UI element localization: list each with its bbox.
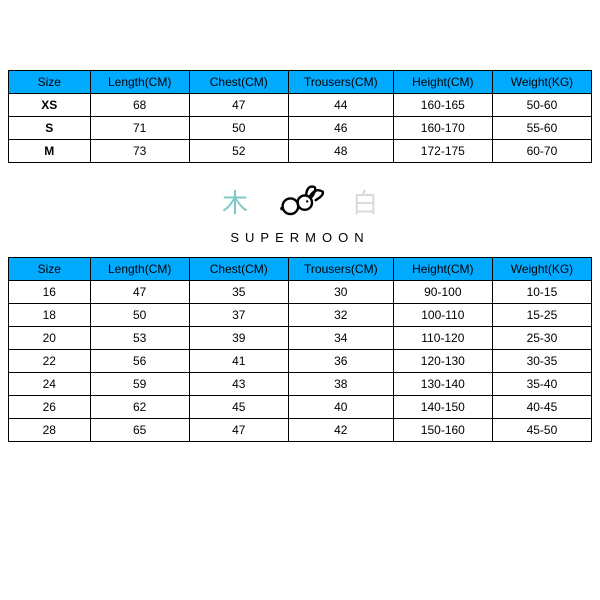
table-cell: 45-50 <box>492 419 591 442</box>
table-cell: 140-150 <box>393 396 492 419</box>
table-cell: 60-70 <box>492 140 591 163</box>
size-chart-page: Size Length(CM) Chest(CM) Trousers(CM) H… <box>0 0 600 600</box>
table-cell: 34 <box>288 327 393 350</box>
col-header: Chest(CM) <box>189 71 288 94</box>
table-row: 22564136120-13030-35 <box>9 350 592 373</box>
col-header: Weight(KG) <box>492 71 591 94</box>
table-cell: 42 <box>288 419 393 442</box>
table-cell: 22 <box>9 350 91 373</box>
table-row: S715046160-17055-60 <box>9 117 592 140</box>
col-header: Trousers(CM) <box>288 258 393 281</box>
table-cell: 90-100 <box>393 281 492 304</box>
col-header: Size <box>9 258 91 281</box>
kids-size-table: Size Length(CM) Chest(CM) Trousers(CM) H… <box>8 257 592 442</box>
table-cell: 45 <box>189 396 288 419</box>
table-cell: 110-120 <box>393 327 492 350</box>
table-header-row: Size Length(CM) Chest(CM) Trousers(CM) H… <box>9 258 592 281</box>
table-row: 20533934110-12025-30 <box>9 327 592 350</box>
table-cell: 15-25 <box>492 304 591 327</box>
table-cell: 38 <box>288 373 393 396</box>
table-row: 28654742150-16045-50 <box>9 419 592 442</box>
table-cell: 44 <box>288 94 393 117</box>
table-cell: 68 <box>90 94 189 117</box>
table-cell: 41 <box>189 350 288 373</box>
col-header: Height(CM) <box>393 71 492 94</box>
table-cell: 172-175 <box>393 140 492 163</box>
col-header: Height(CM) <box>393 258 492 281</box>
col-header: Chest(CM) <box>189 258 288 281</box>
table-cell: S <box>9 117 91 140</box>
table-cell: 40 <box>288 396 393 419</box>
table-cell: 46 <box>288 117 393 140</box>
adult-table-body: XS684744160-16550-60S715046160-17055-60M… <box>9 94 592 163</box>
table-row: 1647353090-10010-15 <box>9 281 592 304</box>
kids-table-body: 1647353090-10010-1518503732100-11015-252… <box>9 281 592 442</box>
table-cell: 52 <box>189 140 288 163</box>
table-cell: 26 <box>9 396 91 419</box>
col-header: Trousers(CM) <box>288 71 393 94</box>
table-header-row: Size Length(CM) Chest(CM) Trousers(CM) H… <box>9 71 592 94</box>
table-cell: 62 <box>90 396 189 419</box>
table-cell: 100-110 <box>393 304 492 327</box>
table-cell: 56 <box>90 350 189 373</box>
table-row: 24594338130-14035-40 <box>9 373 592 396</box>
table-cell: 120-130 <box>393 350 492 373</box>
col-header: Weight(KG) <box>492 258 591 281</box>
table-cell: 50-60 <box>492 94 591 117</box>
col-header: Size <box>9 71 91 94</box>
table-row: M735248172-17560-70 <box>9 140 592 163</box>
table-cell: 71 <box>90 117 189 140</box>
table-cell: 35-40 <box>492 373 591 396</box>
table-cell: 50 <box>189 117 288 140</box>
table-cell: 24 <box>9 373 91 396</box>
table-cell: 130-140 <box>393 373 492 396</box>
table-cell: 47 <box>189 419 288 442</box>
cjk-left-char: 木 <box>222 183 248 220</box>
table-cell: 18 <box>9 304 91 327</box>
table-cell: 150-160 <box>393 419 492 442</box>
table-cell: 160-170 <box>393 117 492 140</box>
table-cell: 47 <box>189 94 288 117</box>
table-cell: 25-30 <box>492 327 591 350</box>
table-cell: 30 <box>288 281 393 304</box>
table-cell: 59 <box>90 373 189 396</box>
table-cell: 48 <box>288 140 393 163</box>
adult-size-table: Size Length(CM) Chest(CM) Trousers(CM) H… <box>8 70 592 163</box>
table-cell: 40-45 <box>492 396 591 419</box>
brand-wordmark: SUPERMOON <box>230 230 369 245</box>
logo-row: 木 <box>222 179 378 224</box>
brand-logo-block: 木 <box>8 179 592 245</box>
table-cell: 47 <box>90 281 189 304</box>
table-cell: 65 <box>90 419 189 442</box>
table-cell: 50 <box>90 304 189 327</box>
table-cell: 32 <box>288 304 393 327</box>
col-header: Length(CM) <box>90 258 189 281</box>
table-cell: 53 <box>90 327 189 350</box>
table-cell: 28 <box>9 419 91 442</box>
table-cell: 37 <box>189 304 288 327</box>
table-cell: 35 <box>189 281 288 304</box>
table-cell: 43 <box>189 373 288 396</box>
table-cell: 160-165 <box>393 94 492 117</box>
table-cell: 36 <box>288 350 393 373</box>
col-header: Length(CM) <box>90 71 189 94</box>
table-row: 18503732100-11015-25 <box>9 304 592 327</box>
table-cell: 73 <box>90 140 189 163</box>
table-row: 26624540140-15040-45 <box>9 396 592 419</box>
table-cell: 20 <box>9 327 91 350</box>
table-cell: 16 <box>9 281 91 304</box>
table-row: XS684744160-16550-60 <box>9 94 592 117</box>
cjk-right-char: 白 <box>352 183 378 220</box>
table-cell: XS <box>9 94 91 117</box>
table-cell: 10-15 <box>492 281 591 304</box>
table-cell: 55-60 <box>492 117 591 140</box>
table-cell: 30-35 <box>492 350 591 373</box>
table-cell: 39 <box>189 327 288 350</box>
rabbit-icon <box>270 179 330 224</box>
table-cell: M <box>9 140 91 163</box>
